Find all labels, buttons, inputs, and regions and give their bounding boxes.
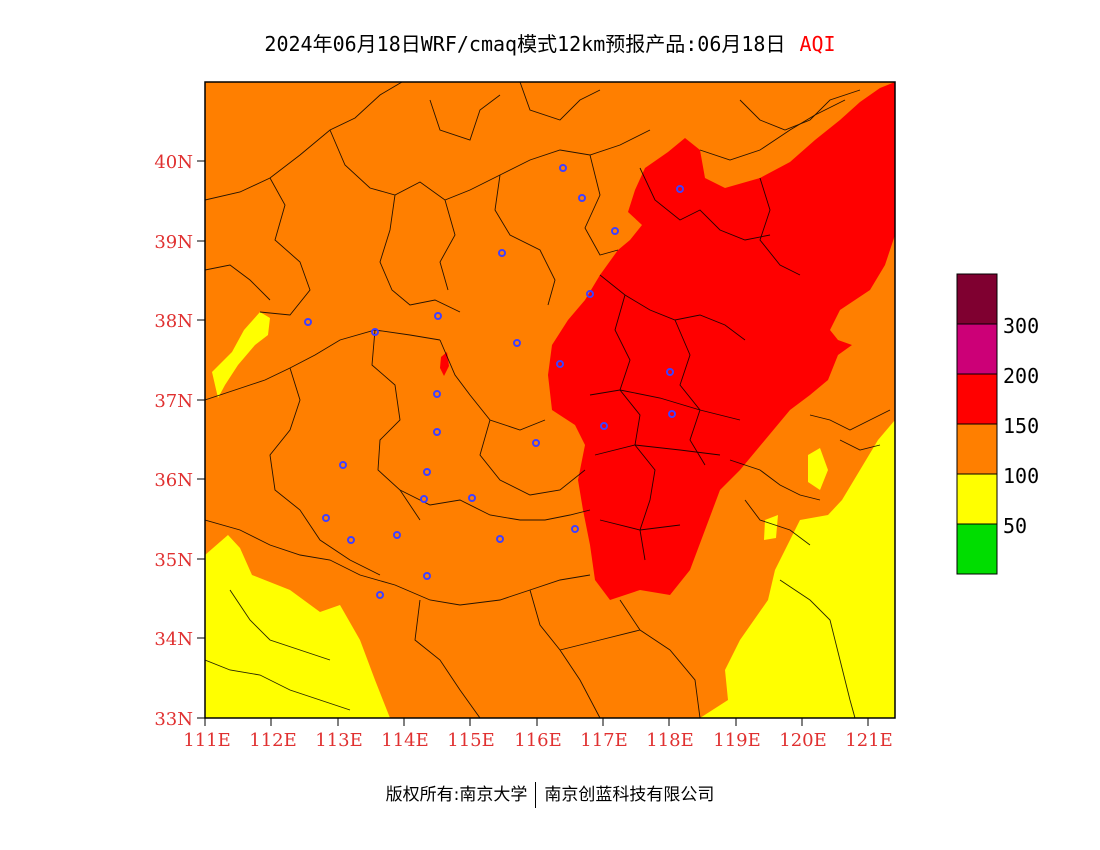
lat-label: 38N [154,311,193,332]
lat-labels: 33N 34N 35N 36N 37N 38N 39N 40N [154,152,193,730]
lon-label: 121E [845,730,893,751]
lat-label: 36N [154,470,193,491]
admin-boundaries [205,82,891,718]
legend-swatch-150-200 [956,373,998,425]
footer-separator [535,782,537,808]
map-title: 2024年06月18日WRF/cmaq模式12km预报产品:06月18日 AQI [0,28,1100,57]
map-area [205,82,895,718]
region-yellow-southeast [700,420,895,718]
legend-swatch-50-100 [956,473,998,525]
city-markers [304,164,684,599]
lon-label: 120E [779,730,827,751]
region-red-spot [440,352,449,376]
lon-label: 118E [646,730,694,751]
variable-label: AQI [799,32,836,56]
copyright-footer: 版权所有:南京大学 南京创蓝科技有限公司 [0,780,1100,808]
lon-label: 114E [381,730,429,751]
lat-label: 40N [154,152,193,173]
legend-label: 300 [1003,314,1039,338]
legend-swatch-100-150 [956,423,998,475]
legend-swatch-0-50 [956,523,998,575]
lon-label: 115E [447,730,495,751]
lat-label: 33N [154,709,193,730]
region-yellow-southwest [205,535,390,718]
lat-label: 39N [154,232,193,253]
lon-label: 111E [183,730,231,751]
copyright-owner: 版权所有:南京大学 [385,785,528,805]
product-title: 2024年06月18日WRF/cmaq模式12km预报产品:06月18日 [264,32,786,56]
legend-label: 100 [1003,464,1039,488]
lon-label: 117E [580,730,628,751]
legend-label: 150 [1003,414,1039,438]
region-red-plume [548,82,895,600]
axis-ticks [197,160,869,726]
aqi-color-legend: 300 200 150 100 50 [956,273,1039,575]
lon-labels: 111E 112E 113E 114E 115E 116E 117E 118E … [183,730,893,751]
lon-label: 116E [514,730,562,751]
lon-label: 112E [249,730,297,751]
lat-label: 34N [154,629,193,650]
region-yellow-coast [808,448,828,490]
lon-label: 119E [713,730,761,751]
legend-label: 200 [1003,364,1039,388]
copyright-company: 南京创蓝科技有限公司 [544,785,715,805]
legend-swatch-300plus [956,273,998,325]
lat-label: 35N [154,550,193,571]
region-yellow-coast-2 [764,515,778,540]
legend-label: 50 [1003,514,1027,538]
lon-label: 113E [315,730,363,751]
lat-label: 37N [154,391,193,412]
legend-swatch-200-300 [956,323,998,375]
region-yellow-west [212,312,270,398]
